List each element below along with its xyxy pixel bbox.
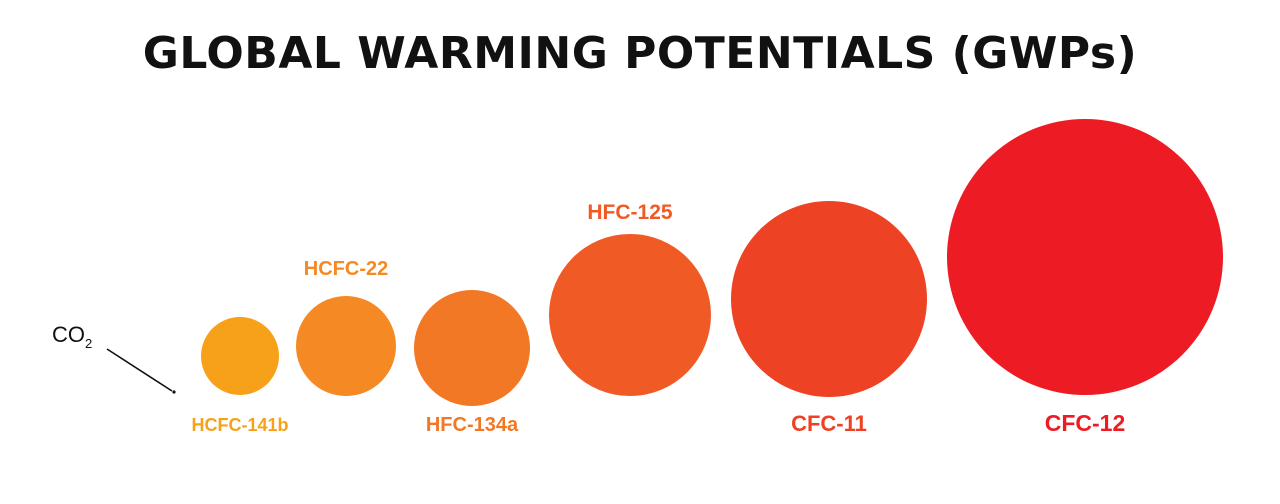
- bubble-hcfc-141b: [201, 317, 279, 395]
- bubble-hcfc-22: [296, 296, 396, 396]
- bubble-label-hfc-125: HFC-125: [587, 201, 673, 224]
- bubble-label-hcfc-141b: HCFC-141b: [191, 415, 288, 435]
- co2-dot: [172, 390, 176, 394]
- bubble-cfc-11: [731, 201, 927, 397]
- co2-label: CO2: [52, 322, 92, 351]
- bubble-label-hcfc-22: HCFC-22: [304, 258, 388, 280]
- bubble-hfc-125: [549, 234, 711, 396]
- co2-pointer-line: [106, 348, 173, 392]
- bubble-hfc-134a: [414, 290, 530, 406]
- bubble-cfc-12: [947, 119, 1223, 395]
- co2-subscript: 2: [85, 336, 92, 351]
- bubble-label-cfc-12: CFC-12: [1045, 410, 1126, 436]
- chart-title: GLOBAL WARMING POTENTIALS (GWPs): [142, 28, 1138, 79]
- bubble-label-cfc-11: CFC-11: [791, 411, 867, 436]
- bubble-label-hfc-134a: HFC-134a: [426, 414, 519, 436]
